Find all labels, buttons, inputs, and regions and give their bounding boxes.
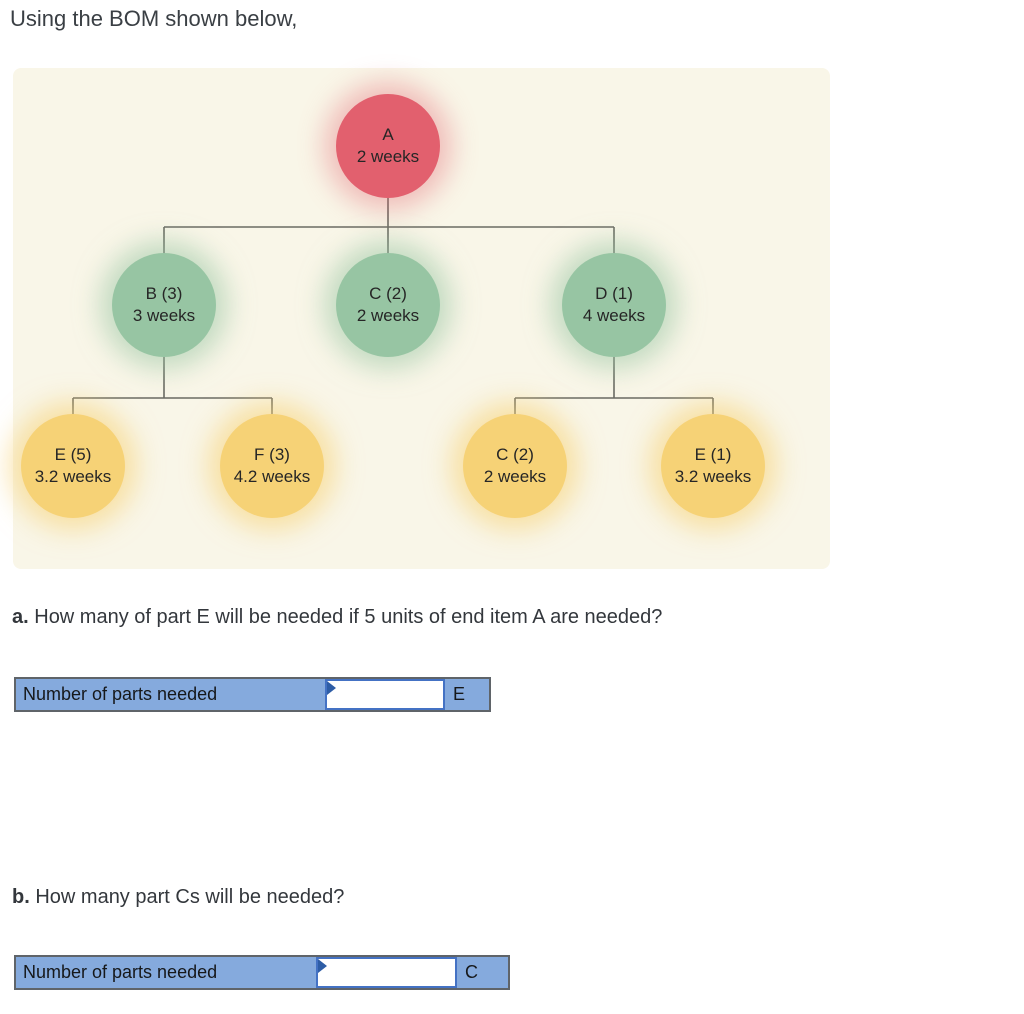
question-a-prefix: a. <box>12 606 29 628</box>
node-label: F (3) <box>254 444 290 464</box>
answer-row-a-part: E <box>453 684 466 704</box>
node-lead-time: 3.2 weeks <box>674 467 752 486</box>
bom-node-f: F (3) 4.2 weeks <box>220 414 324 518</box>
node-label: C (2) <box>369 283 407 303</box>
answer-row-a-label: Number of parts needed <box>23 684 218 704</box>
bom-node-a: A 2 weeks <box>336 94 440 198</box>
page-title: Using the BOM shown below, <box>10 6 298 31</box>
question-a-text: a. How many of part E will be needed if … <box>12 606 662 629</box>
answer-input-a[interactable] <box>325 679 445 710</box>
node-label: E (5) <box>54 444 92 464</box>
node-lead-time: 2 weeks <box>483 467 547 486</box>
node-lead-time: 4 weeks <box>582 306 646 325</box>
question-a-body: How many of part E will be needed if 5 u… <box>28 606 663 628</box>
node-label: D (1) <box>595 283 633 303</box>
question-b-text: b. How many part Cs will be needed? <box>12 886 344 909</box>
answer-input-b-wrap <box>316 957 457 988</box>
bom-node-c2: C (2) 2 weeks <box>463 414 567 518</box>
answer-input-a-wrap <box>325 679 445 710</box>
node-lead-time: 3.2 weeks <box>34 467 112 486</box>
bom-node-c: C (2) 2 weeks <box>336 253 440 357</box>
node-label: C (2) <box>496 444 534 464</box>
node-label: B (3) <box>145 283 183 303</box>
answer-row-a: Number of parts needed E <box>14 677 491 712</box>
connector-lines <box>72 198 714 415</box>
node-lead-time: 2 weeks <box>356 147 420 166</box>
node-lead-time: 4.2 weeks <box>233 467 311 486</box>
bom-diagram-panel: A 2 weeks B (3) 3 weeks C (2) 2 weeks D … <box>13 68 830 569</box>
answer-row-b: Number of parts needed C <box>14 955 510 990</box>
bom-node-e: E (5) 3.2 weeks <box>21 414 125 518</box>
bom-node-e2: E (1) 3.2 weeks <box>661 414 765 518</box>
question-b-prefix: b. <box>12 886 30 908</box>
answer-input-b[interactable] <box>316 957 457 988</box>
question-b-body: How many part Cs will be needed? <box>29 886 345 908</box>
bom-node-b: B (3) 3 weeks <box>112 253 216 357</box>
node-lead-time: 3 weeks <box>132 306 196 325</box>
node-label: E (1) <box>694 444 732 464</box>
answer-row-b-part: C <box>465 962 478 982</box>
bom-node-d: D (1) 4 weeks <box>562 253 666 357</box>
node-lead-time: 2 weeks <box>356 306 420 325</box>
node-label: A <box>382 124 394 144</box>
answer-row-b-label: Number of parts needed <box>23 962 218 982</box>
